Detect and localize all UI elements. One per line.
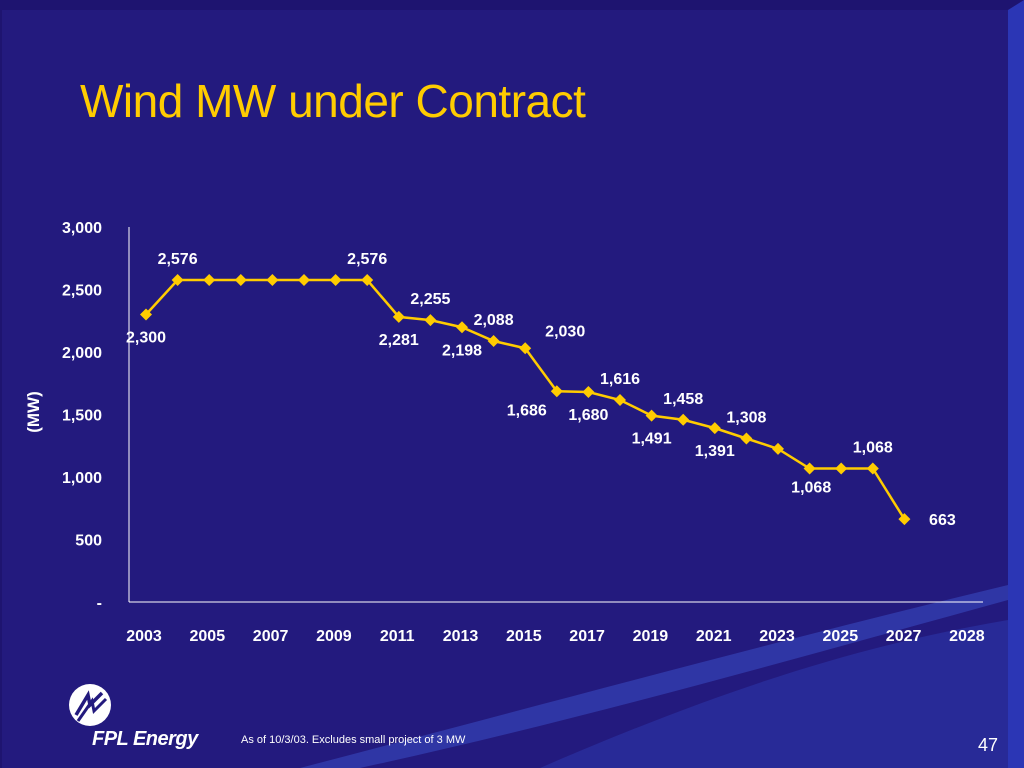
- data-label: 2,030: [545, 323, 585, 340]
- data-point: [456, 321, 468, 334]
- data-point: [866, 462, 879, 475]
- data-point: [519, 342, 532, 355]
- chart-axes: [128, 227, 983, 603]
- x-tick-labels: 2003 2005 2007 2009 2011 2013 2015 2017 2019 2021…: [126, 628, 985, 645]
- data-point: [677, 413, 690, 426]
- data-label: 2,300: [126, 330, 166, 347]
- y-tick-label: -: [97, 595, 102, 612]
- x-tick-label: 2005: [190, 628, 226, 645]
- x-tick-label: 2021: [696, 628, 732, 645]
- data-point: [424, 314, 437, 327]
- x-tick-label: 2003: [126, 628, 162, 645]
- x-tick-label: 2015: [506, 628, 542, 645]
- data-label: 663: [929, 512, 956, 529]
- data-label: 1,680: [568, 407, 608, 424]
- slide-title: Wind MW under Contract: [80, 75, 586, 127]
- x-tick-label: 2028: [949, 628, 985, 645]
- y-tick-label: 1,000: [62, 470, 102, 487]
- data-point: [298, 274, 310, 286]
- data-label: 2,198: [442, 342, 482, 359]
- data-label: 2,576: [347, 251, 387, 268]
- data-point: [772, 442, 784, 455]
- data-point: [329, 274, 342, 286]
- x-tick-label: 2027: [886, 628, 922, 645]
- data-point: [361, 274, 374, 286]
- x-tick-label: 2007: [253, 628, 289, 645]
- x-tick-label: 2019: [633, 628, 669, 645]
- footnote: As of 10/3/03. Excludes small project of…: [241, 734, 466, 746]
- data-label: 1,491: [632, 431, 672, 448]
- data-point: [140, 308, 152, 321]
- data-label: 2,576: [158, 251, 198, 268]
- x-tick-label: 2009: [316, 628, 352, 645]
- x-tick-label: 2017: [569, 628, 605, 645]
- data-markers: [140, 274, 911, 526]
- x-tick-label: 2025: [823, 628, 859, 645]
- data-point: [266, 274, 279, 286]
- data-point: [487, 335, 500, 347]
- data-label: 2,281: [379, 332, 419, 349]
- page-number: 47: [978, 735, 999, 755]
- data-point: [171, 274, 184, 286]
- data-point: [708, 422, 721, 435]
- data-point: [898, 513, 911, 526]
- y-tick-label: 2,000: [62, 345, 102, 362]
- y-tick-labels: 3,000 2,500 2,000 1,500 1,000 500 -: [62, 220, 102, 612]
- data-point: [234, 274, 247, 286]
- y-tick-label: 1,500: [62, 408, 102, 425]
- data-point: [803, 462, 816, 475]
- data-label: 1,616: [600, 371, 640, 388]
- data-label: 1,686: [507, 402, 547, 419]
- data-point: [203, 274, 216, 286]
- data-labels: 2,300 2,576 2,576 2,281 2,255 2,198 2,088 2,030…: [126, 251, 956, 529]
- data-point: [614, 394, 626, 406]
- data-label: 1,458: [663, 391, 703, 408]
- data-point: [835, 462, 848, 475]
- y-axis-label: (MW): [24, 391, 43, 433]
- data-label: 2,088: [474, 312, 514, 329]
- data-point: [550, 385, 563, 398]
- x-tick-label: 2023: [759, 628, 795, 645]
- data-point: [392, 310, 405, 323]
- y-tick-label: 2,500: [62, 283, 102, 300]
- fpl-logo-icon: [69, 684, 111, 726]
- x-tick-label: 2011: [380, 628, 415, 645]
- data-point: [645, 409, 658, 422]
- data-label: 1,391: [695, 443, 735, 460]
- x-tick-label: 2013: [443, 628, 479, 645]
- logo-text: FPL Energy: [92, 728, 198, 750]
- data-point: [740, 432, 753, 445]
- y-tick-label: 3,000: [62, 220, 102, 237]
- y-tick-label: 500: [75, 533, 102, 550]
- data-label: 2,255: [410, 291, 450, 308]
- data-point: [582, 386, 595, 398]
- data-label: 1,308: [726, 410, 766, 427]
- data-label: 1,068: [791, 480, 831, 497]
- data-label: 1,068: [853, 440, 893, 457]
